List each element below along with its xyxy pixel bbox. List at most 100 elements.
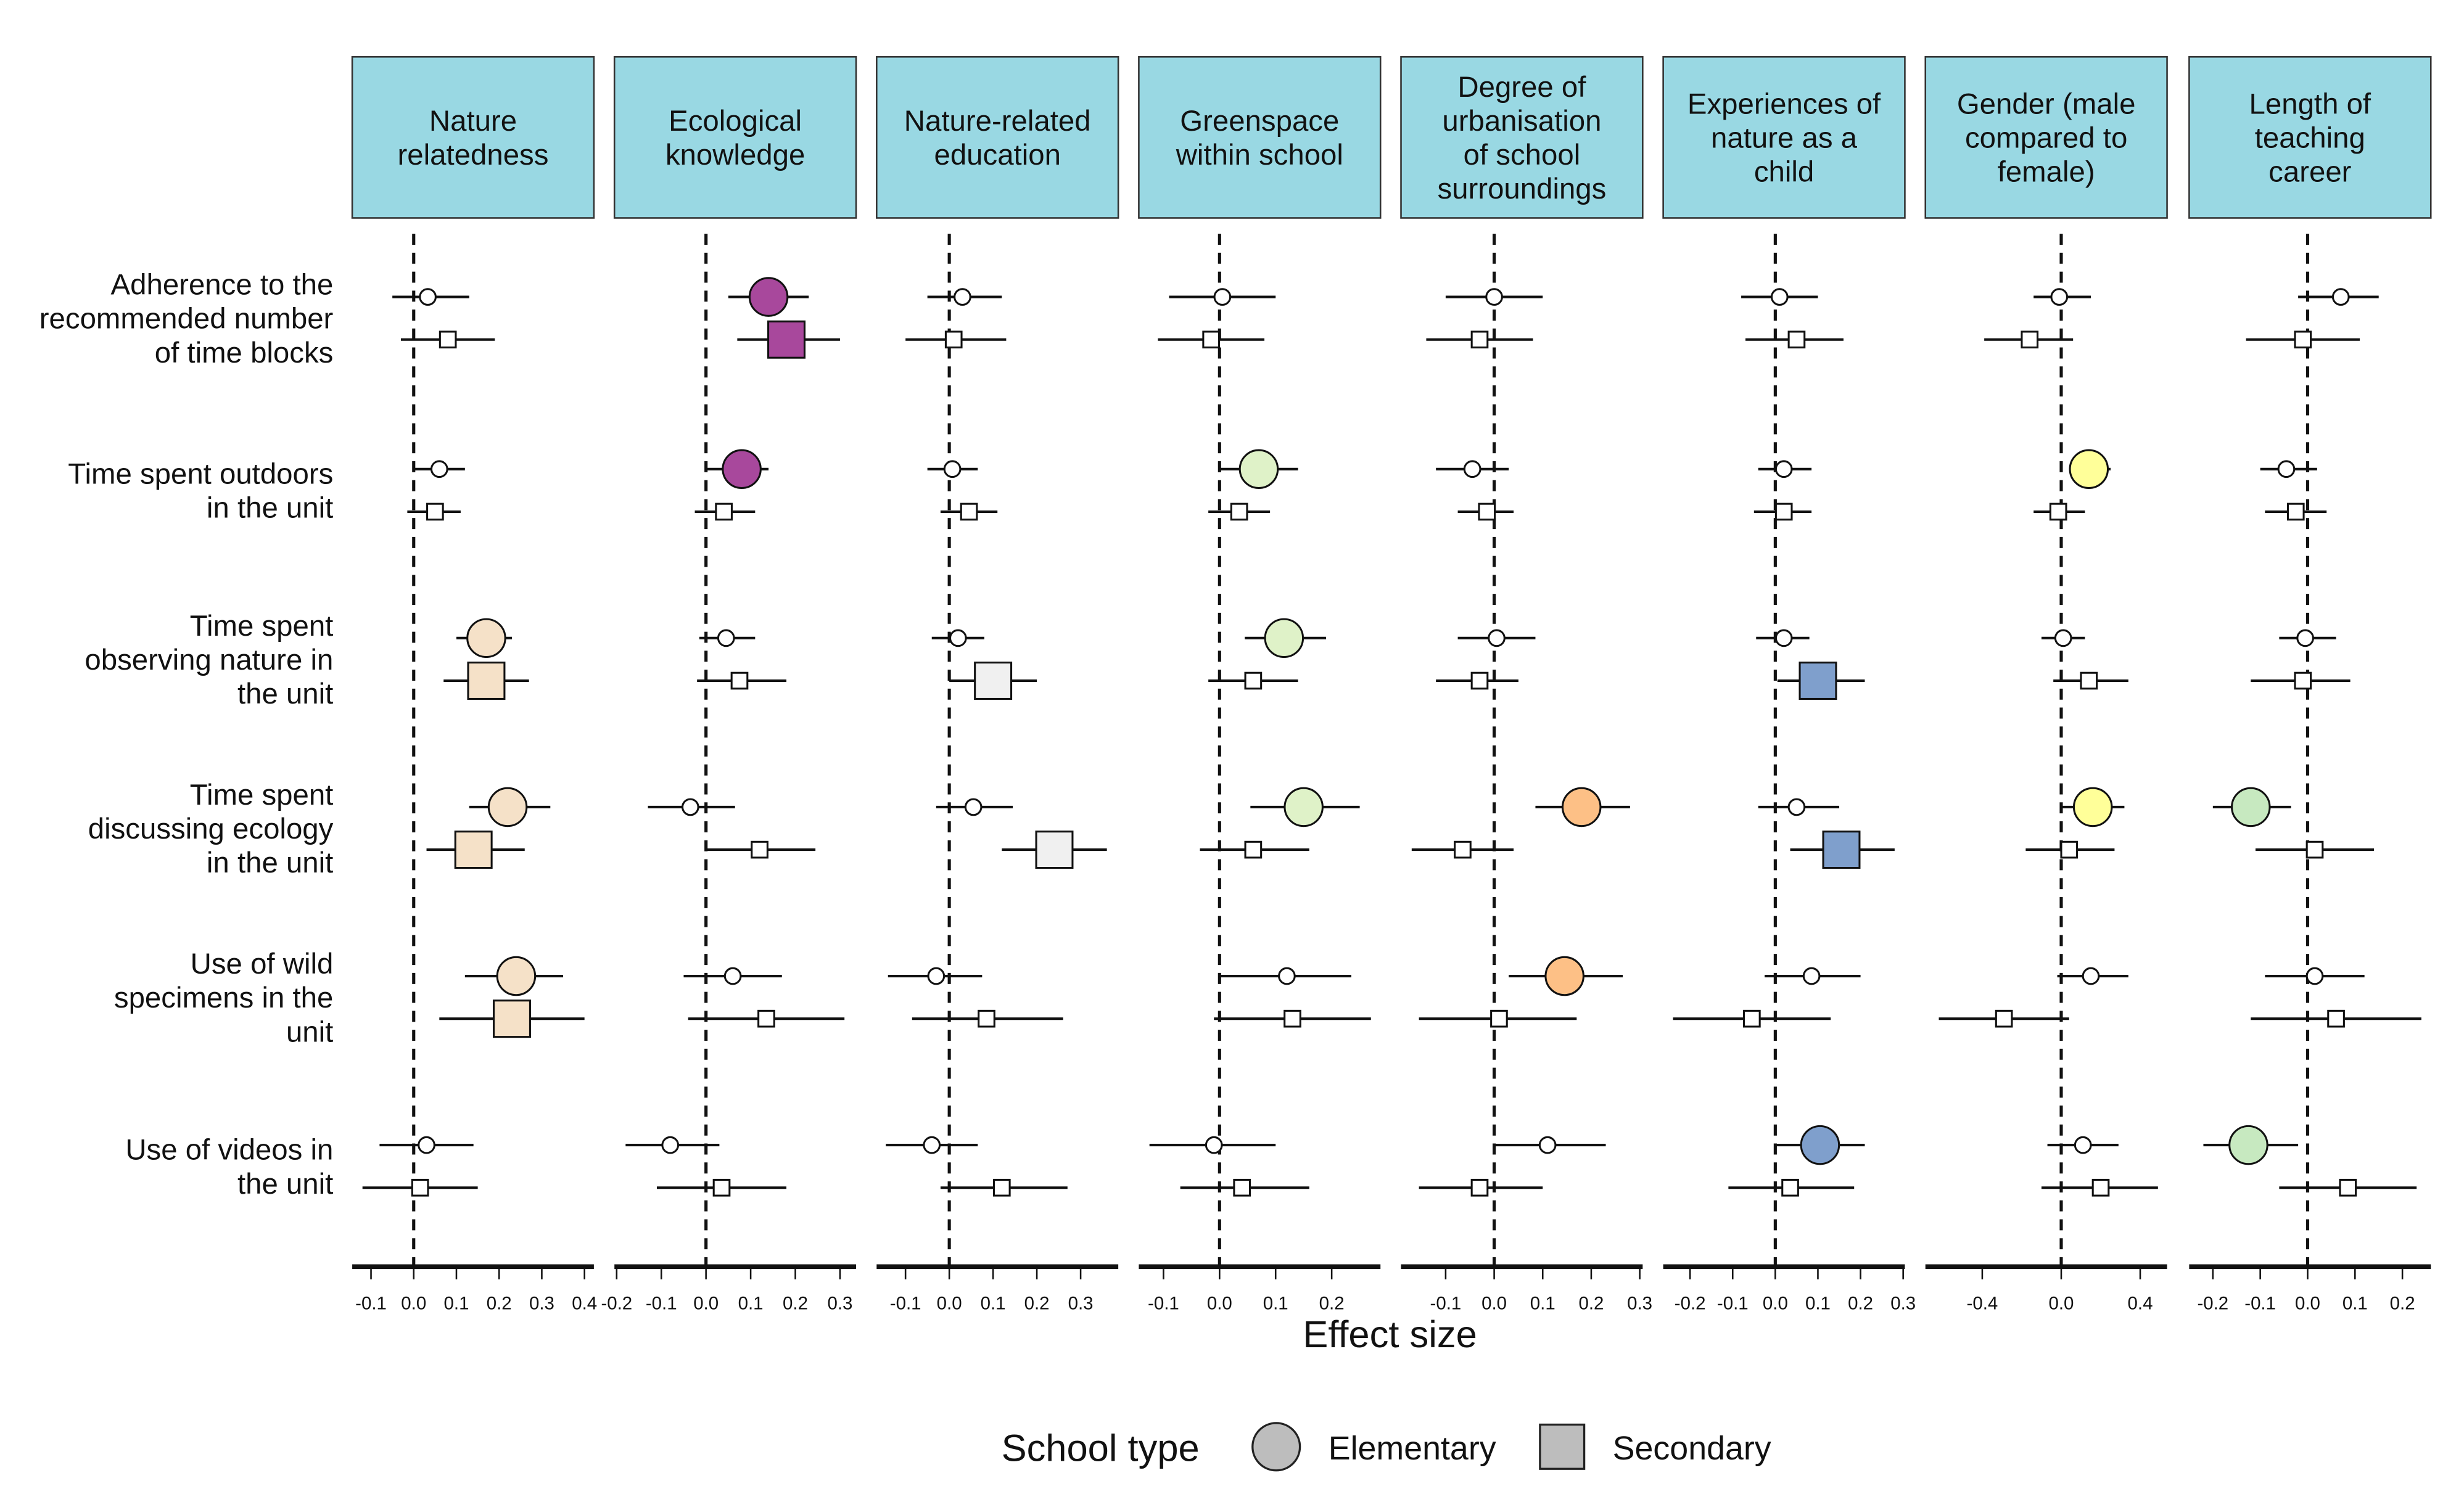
elementary-point <box>1800 1125 1840 1165</box>
x-tick-label: 0.1 <box>1530 1293 1555 1313</box>
secondary-point <box>1787 330 1806 349</box>
elementary-point <box>717 629 735 647</box>
panel: Gender (male compared to female) -0.4 0.0 0.4 <box>1924 55 2168 1313</box>
elementary-point <box>496 956 537 996</box>
elementary-point <box>1205 1136 1223 1154</box>
x-tick-label: 0.3 <box>1627 1293 1652 1313</box>
panel: Ecological knowledge -0.2 -0.1 0.0 0.1 0.2 0.3 <box>601 55 857 1313</box>
elementary-point <box>2074 1136 2092 1154</box>
elementary-point <box>1774 629 1793 647</box>
panel-title: Nature relatedness <box>398 105 549 171</box>
secondary-point <box>467 662 506 700</box>
elementary-point <box>2082 967 2100 985</box>
panel-title: Gender (male compared to female) <box>1957 88 2136 188</box>
x-tick-label: 0.2 <box>783 1293 808 1313</box>
x-axis-label: Effect size <box>1303 1313 1477 1356</box>
x-tick-label: 0.3 <box>529 1293 554 1313</box>
elementary-point <box>681 798 699 816</box>
elementary-point <box>722 449 762 490</box>
secondary-point <box>2294 330 2312 349</box>
row-label: Use of videos in the unit <box>125 1134 333 1200</box>
x-tick-label: 0.3 <box>1890 1293 1916 1313</box>
elementary-point <box>1278 967 1296 985</box>
elementary-point <box>1770 288 1789 306</box>
panel: Experiences of nature as a child -0.2 -0.1 0.… <box>1662 55 1916 1313</box>
secondary-point <box>1490 1009 1508 1028</box>
panel: Nature-related education -0.1 0.0 0.1 0.2 0.3 <box>876 55 1119 1313</box>
x-tick-label: 0.0 <box>1481 1293 1507 1313</box>
secondary-point <box>411 1178 429 1197</box>
elementary-point <box>2069 449 2109 490</box>
legend-elementary-marker <box>1251 1422 1301 1472</box>
row-labels: Adherence to the recommended number of tim… <box>39 269 334 1200</box>
secondary-point <box>426 503 444 521</box>
panel: Length of teaching career -0.2 -0.1 0.0 0.1 0.2 <box>2188 55 2432 1313</box>
x-tick-label: 0.2 <box>1024 1293 1050 1313</box>
secondary-point <box>2305 840 2324 859</box>
secondary-point <box>974 662 1013 700</box>
x-tick-label: 0.0 <box>1763 1293 1788 1313</box>
secondary-point <box>1822 831 1861 869</box>
x-tick-label: -0.1 <box>646 1293 677 1313</box>
panel-title: Degree of urbanisation of school surroundin… <box>1437 71 1606 205</box>
secondary-point <box>1454 840 1472 859</box>
secondary-point <box>492 999 531 1038</box>
elementary-point <box>661 1136 680 1154</box>
elementary-point <box>418 1136 435 1154</box>
panel-header <box>2188 55 2432 219</box>
elementary-point <box>927 967 946 985</box>
secondary-point <box>1799 662 1837 700</box>
x-tick-label: 0.1 <box>2342 1293 2368 1313</box>
x-tick-label: 0.0 <box>1207 1293 1232 1313</box>
elementary-point <box>2277 460 2296 478</box>
secondary-point <box>751 840 768 859</box>
secondary-point <box>1230 503 1248 521</box>
elementary-point <box>1264 618 1304 659</box>
x-tick-label: -0.2 <box>601 1293 632 1313</box>
panel-header <box>1400 55 1644 219</box>
elementary-point <box>430 460 448 478</box>
secondary-point <box>1244 840 1263 859</box>
x-tick-label: -0.2 <box>2197 1293 2228 1313</box>
secondary-point <box>978 1009 995 1028</box>
secondary-point <box>454 831 493 869</box>
elementary-point <box>2331 288 2350 306</box>
secondary-point <box>1743 1009 1761 1028</box>
secondary-point <box>2060 840 2079 859</box>
elementary-point <box>954 288 971 306</box>
x-tick-label: 0.1 <box>738 1293 764 1313</box>
secondary-point <box>2327 1009 2345 1028</box>
legend-elementary-label: Elementary <box>1329 1430 1496 1467</box>
elementary-point <box>1284 787 1324 827</box>
secondary-point <box>1244 671 1263 690</box>
panel: Degree of urbanisation of school surroundin… <box>1400 55 1652 1313</box>
secondary-point <box>2286 503 2305 521</box>
x-tick-label: 0.3 <box>827 1293 852 1313</box>
x-tick-label: 0.1 <box>1805 1293 1831 1313</box>
x-tick-label: -0.1 <box>355 1293 387 1313</box>
panel: Greenspace within school -0.1 0.0 0.1 0.2 <box>1138 55 1382 1313</box>
panel-title: Nature-related education <box>904 105 1091 171</box>
x-tick-label: -0.1 <box>890 1293 921 1313</box>
x-tick-label: 0.2 <box>1578 1293 1604 1313</box>
elementary-point <box>1213 288 1232 306</box>
panel: Nature relatedness -0.1 0.0 0.1 0.2 0.3 0.4 <box>351 55 597 1313</box>
secondary-point <box>1233 1178 1251 1197</box>
panel-title: Greenspace within school <box>1176 105 1343 171</box>
row-label: Time spent discussing ecology in the unit <box>88 779 334 879</box>
x-tick-label: 0.4 <box>572 1293 597 1313</box>
x-tick-label: 0.2 <box>2390 1293 2415 1313</box>
secondary-point <box>1470 671 1489 690</box>
secondary-point <box>439 330 457 349</box>
panel-header <box>1662 55 1906 219</box>
x-tick-label: 0.0 <box>937 1293 962 1313</box>
elementary-point <box>1561 787 1602 827</box>
elementary-point <box>943 460 962 478</box>
secondary-point <box>960 503 978 521</box>
secondary-point <box>1470 330 1489 349</box>
elementary-point <box>964 798 983 816</box>
secondary-point <box>1774 503 1793 521</box>
elementary-point <box>2050 288 2069 306</box>
elementary-point <box>923 1136 941 1154</box>
